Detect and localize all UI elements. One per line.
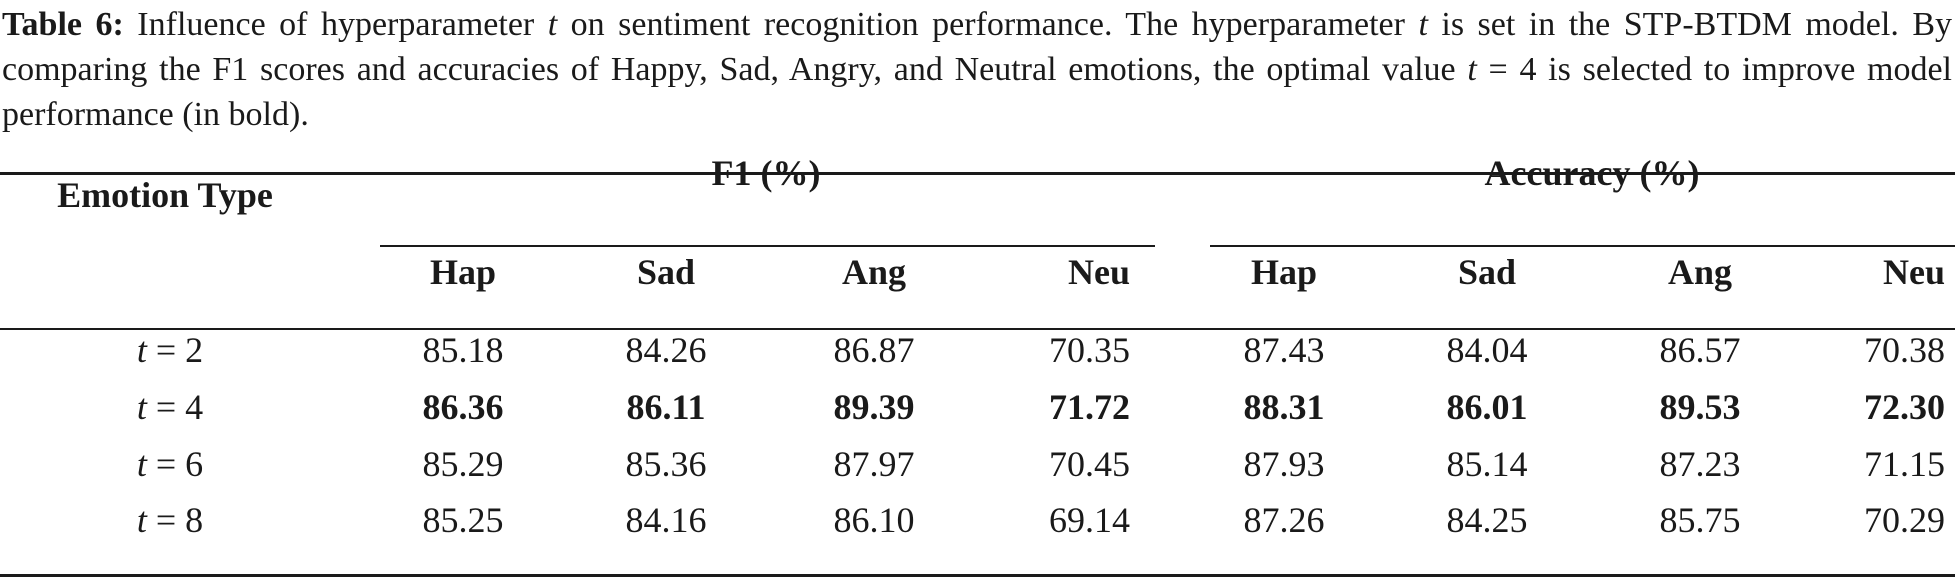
table-cell: 87.43 [1243, 330, 1325, 370]
caption-var-1: t [547, 6, 558, 43]
table-caption: Table 6: Influence of hyperparameter t o… [2, 2, 1952, 137]
column-header-neu-accuracy: Neu [1883, 252, 1945, 292]
table-cell: 70.45 [1049, 444, 1130, 484]
table-cell: 72.30 [1864, 387, 1945, 427]
table-cell: 87.23 [1659, 444, 1741, 484]
table-cell: 84.04 [1446, 330, 1528, 370]
row-label-variable: t [136, 500, 147, 540]
column-header-sad-accuracy: Sad [1457, 252, 1517, 292]
column-header-sad-f1: Sad [636, 252, 696, 292]
table-cell: 86.36 [422, 387, 504, 427]
table-cell: 84.26 [625, 330, 707, 370]
row-label-variable: t [136, 330, 147, 370]
row-label-value: = 2 [146, 330, 204, 370]
caption-var-2: t [1418, 6, 1428, 43]
row-label: t = 6 [137, 442, 203, 486]
accuracy-group-rule [1210, 245, 1955, 247]
column-header-hap-f1: Hap [429, 252, 497, 292]
table-cell: 86.10 [833, 500, 915, 540]
table-cell: 69.14 [1049, 500, 1130, 540]
row-label: t = 4 [137, 385, 203, 429]
table-cell: 70.35 [1049, 330, 1130, 370]
table-cell: 85.36 [625, 444, 707, 484]
caption-text-3: is set in the STP-BTDM model. By compari… [2, 6, 1953, 88]
column-header-hap-accuracy: Hap [1250, 252, 1318, 292]
table-cell: 85.18 [422, 330, 504, 370]
table-cell: 85.14 [1446, 444, 1528, 484]
table-cell: 86.11 [626, 387, 706, 427]
table-cell: 87.97 [833, 444, 915, 484]
row-label-value: = 6 [146, 444, 204, 484]
table-cell: 87.93 [1243, 444, 1325, 484]
table-cell: 70.38 [1864, 330, 1945, 370]
table-cell: 86.01 [1446, 387, 1528, 427]
caption-text-1: Influence of hyperparameter [123, 6, 548, 43]
header-rule [0, 328, 1955, 330]
table-cell: 87.26 [1243, 500, 1325, 540]
table-cell: 86.87 [833, 330, 915, 370]
row-label-value: = 8 [146, 500, 204, 540]
table-cell: 70.29 [1864, 500, 1945, 540]
row-label: t = 2 [137, 328, 203, 372]
group-header-f1: F1 (%) [711, 153, 821, 193]
column-header-neu-f1: Neu [1068, 252, 1130, 292]
table-cell: 84.25 [1446, 500, 1528, 540]
caption-text-2: on sentiment recognition performance. Th… [557, 6, 1419, 43]
row-label-variable: t [136, 444, 147, 484]
table-cell: 89.39 [833, 387, 915, 427]
table-cell: 85.25 [422, 500, 504, 540]
table-cell: 84.16 [625, 500, 707, 540]
top-rule [0, 172, 1955, 175]
column-header-ang-accuracy: Ang [1667, 252, 1733, 292]
group-header-accuracy: Accuracy (%) [1484, 153, 1700, 193]
table-cell: 88.31 [1243, 387, 1325, 427]
table-cell: 71.72 [1049, 387, 1130, 427]
row-label-variable: t [136, 387, 147, 427]
row-label-value: = 4 [146, 387, 204, 427]
table-cell: 71.15 [1864, 444, 1945, 484]
bottom-rule [0, 574, 1955, 577]
table-cell: 85.29 [422, 444, 504, 484]
caption-var-3: t [1467, 51, 1477, 88]
caption-label: Table 6: [2, 6, 124, 43]
row-label: t = 8 [137, 498, 203, 542]
caption-text-4: = 4 is selected to improve model perform… [2, 51, 1952, 133]
row-header: Emotion Type [57, 175, 273, 215]
table-cell: 86.57 [1659, 330, 1741, 370]
f1-group-rule [380, 245, 1155, 247]
table-cell: 89.53 [1659, 387, 1741, 427]
table-cell: 85.75 [1659, 500, 1741, 540]
column-header-ang-f1: Ang [841, 252, 907, 292]
